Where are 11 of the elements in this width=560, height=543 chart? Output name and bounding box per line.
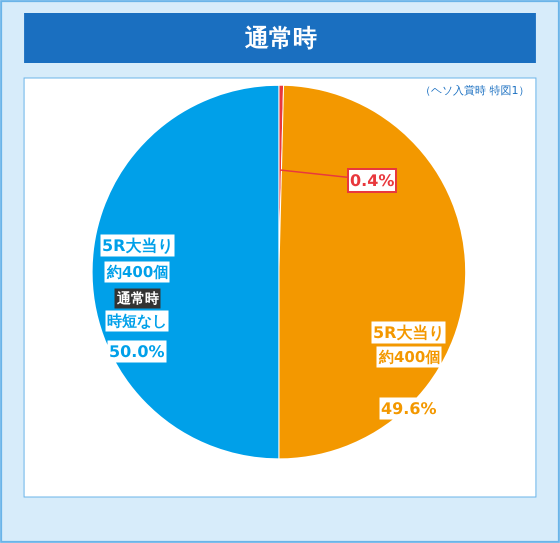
slice-label: 5R大当り [102, 236, 174, 255]
data-label: 50.0% [109, 342, 165, 361]
data-label: 49.6% [381, 399, 437, 418]
chart-title: 通常時 [244, 24, 317, 52]
data-label: 0.4% [350, 171, 394, 190]
text: 時短なし [107, 312, 167, 330]
text: 通常時 [116, 290, 159, 307]
slice-label: 5R大当り [373, 323, 444, 342]
text: 約400個 [378, 348, 440, 366]
chart-subtitle: （ヘソ入賞時 特図1） [420, 84, 530, 97]
text: 約400個 [106, 263, 168, 281]
